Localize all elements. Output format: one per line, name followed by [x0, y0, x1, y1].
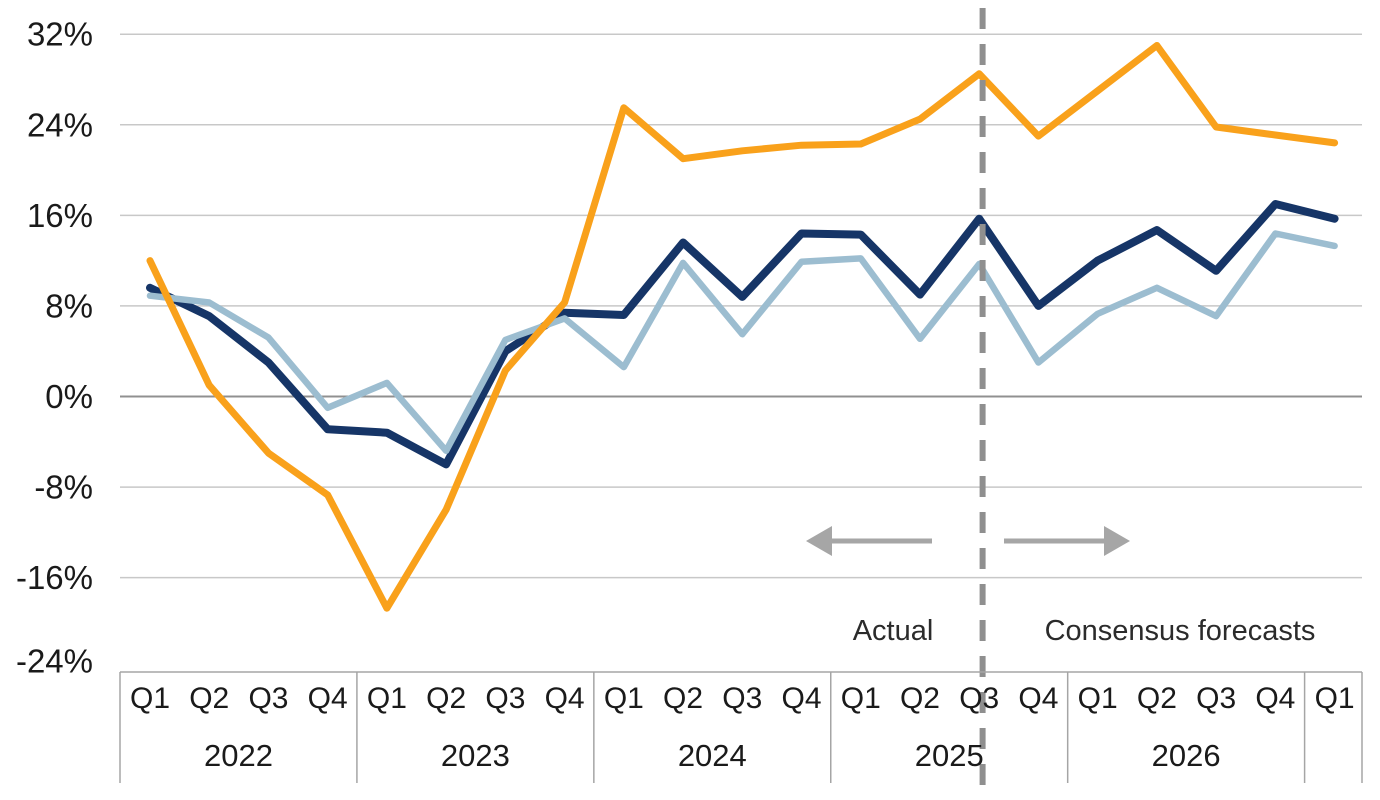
data-series — [146, 42, 1339, 612]
quarter-label: Q3 — [959, 682, 999, 715]
y-tick-label: -16% — [16, 559, 93, 596]
quarter-label: Q4 — [308, 682, 348, 715]
quarter-label: Q1 — [841, 682, 881, 715]
y-axis-tick-labels: 32% 24% 16% 8% 0% -8% -16% -24% — [16, 16, 93, 680]
year-label: 2025 — [915, 738, 984, 773]
actual-label: Actual — [853, 615, 934, 647]
quarter-label: Q4 — [1255, 682, 1295, 715]
y-tick-label: -24% — [16, 643, 93, 680]
y-tick-label: 0% — [45, 378, 93, 415]
quarter-label: Q1 — [604, 682, 644, 715]
quarter-label: Q1 — [130, 682, 170, 715]
quarter-label: Q3 — [248, 682, 288, 715]
quarter-label: Q2 — [1137, 682, 1177, 715]
quarter-label: Q3 — [485, 682, 525, 715]
x-axis-table: Q1 Q2 Q3 Q4 2022 Q1 Q2 Q3 Q4 2023 Q1 Q2 Q3 Q4 2024 Q1 Q2… — [119, 671, 1363, 783]
quarter-label: Q2 — [900, 682, 940, 715]
gridlines — [120, 33, 1362, 579]
light-blue-line — [146, 230, 1338, 455]
y-tick-label: -8% — [34, 469, 93, 506]
forecast-right-arrow-icon — [1004, 526, 1130, 556]
quarter-label: Q1 — [1078, 682, 1118, 715]
year-label: 2024 — [678, 738, 747, 773]
quarter-label: Q1 — [1315, 682, 1355, 715]
orange-line — [146, 42, 1339, 612]
quarter-label: Q4 — [782, 682, 822, 715]
quarter-label: Q2 — [189, 682, 229, 715]
y-tick-label: 24% — [27, 106, 93, 143]
y-tick-label: 8% — [45, 287, 93, 324]
quarter-label: Q4 — [1018, 682, 1058, 715]
year-label: 2026 — [1152, 738, 1221, 773]
quarter-label: Q3 — [722, 682, 762, 715]
quarter-label: Q4 — [545, 682, 585, 715]
quarter-label: Q2 — [663, 682, 703, 715]
year-label: 2023 — [441, 738, 510, 773]
navy-line — [146, 200, 1339, 469]
y-tick-label: 32% — [27, 16, 93, 53]
forecast-label: Consensus forecasts — [1045, 615, 1316, 647]
y-tick-label: 16% — [27, 197, 93, 234]
actual-left-arrow-icon — [806, 526, 932, 556]
quarter-label: Q2 — [426, 682, 466, 715]
quarter-label: Q1 — [367, 682, 407, 715]
quarter-label: Q3 — [1196, 682, 1236, 715]
year-label: 2022 — [204, 738, 273, 773]
